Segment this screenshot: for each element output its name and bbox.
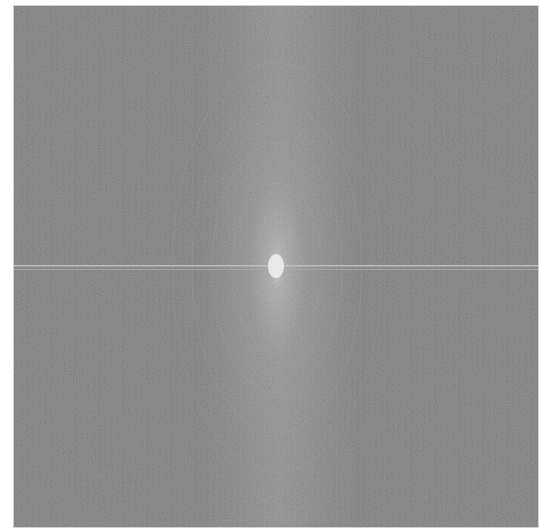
spectrum-view [0,0,541,528]
page [0,0,541,528]
dc-peak [268,254,284,278]
